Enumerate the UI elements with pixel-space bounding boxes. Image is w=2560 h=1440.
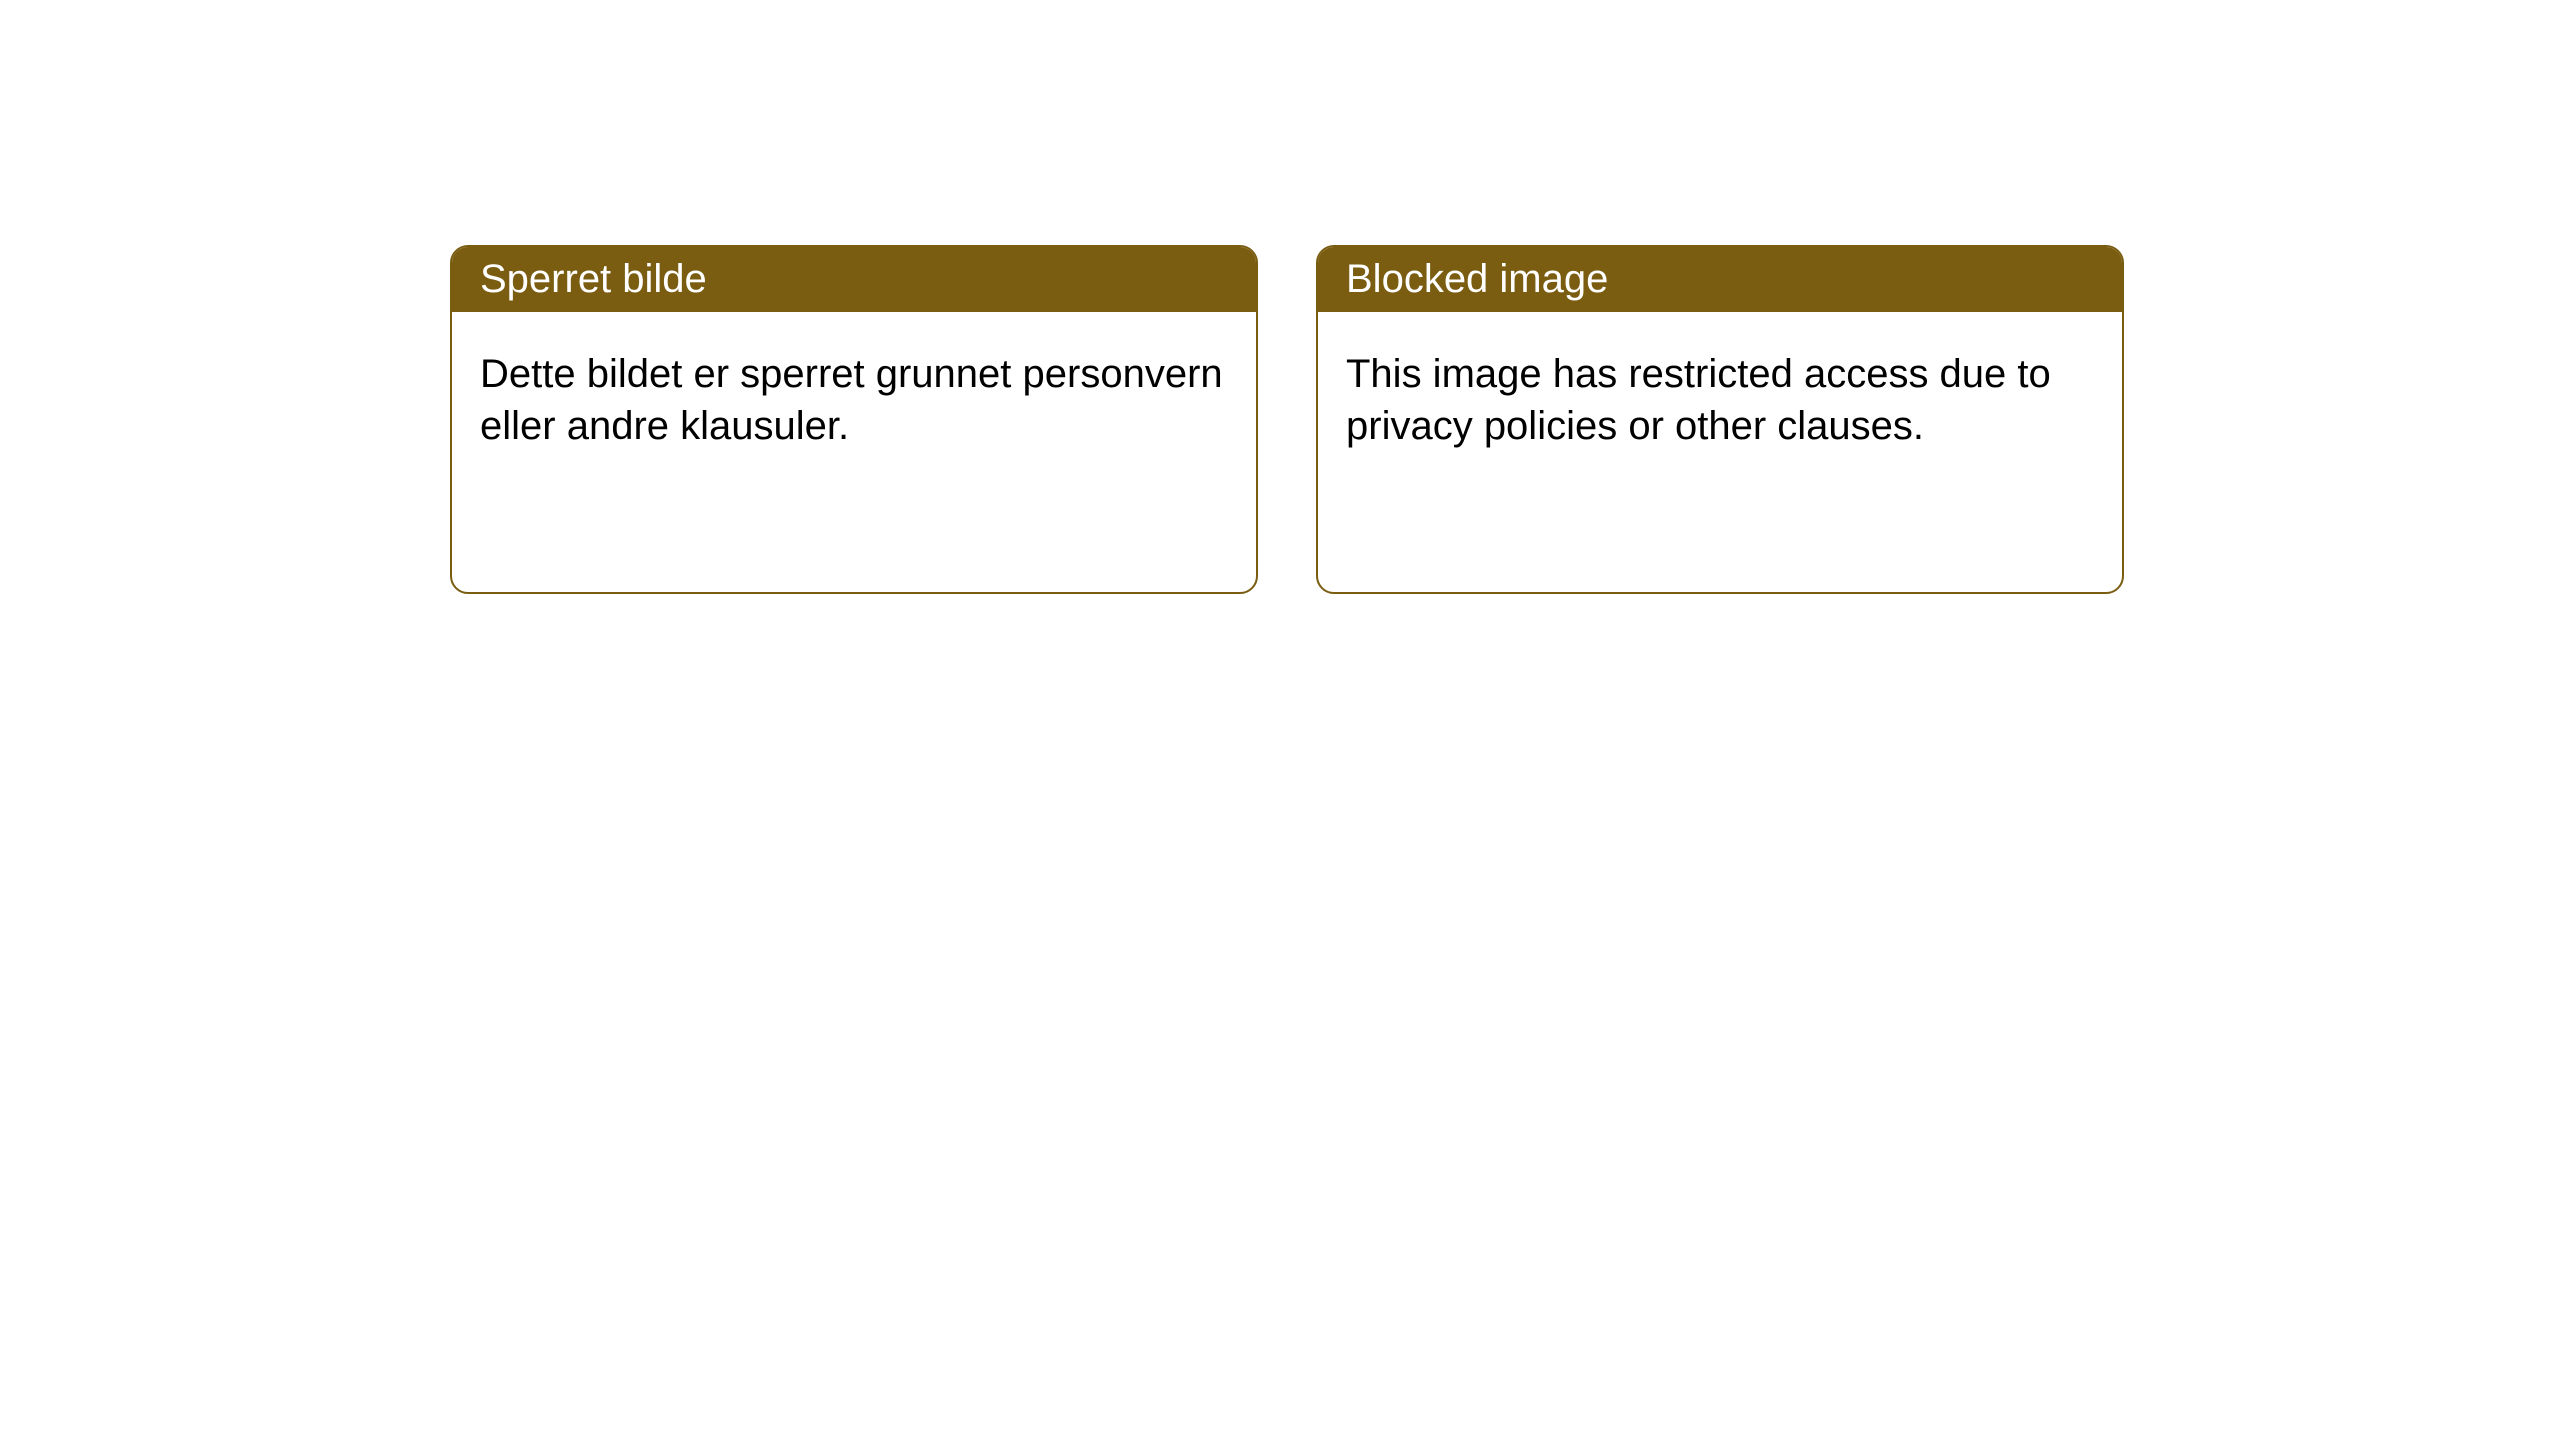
notice-card-english: Blocked image This image has restricted … (1316, 245, 2124, 594)
card-header: Sperret bilde (452, 247, 1256, 312)
notice-container: Sperret bilde Dette bildet er sperret gr… (0, 0, 2560, 594)
card-body-text: Dette bildet er sperret grunnet personve… (480, 352, 1223, 448)
card-body: Dette bildet er sperret grunnet personve… (452, 312, 1256, 592)
card-header: Blocked image (1318, 247, 2122, 312)
notice-card-norwegian: Sperret bilde Dette bildet er sperret gr… (450, 245, 1258, 594)
card-title: Blocked image (1346, 257, 1608, 301)
card-body: This image has restricted access due to … (1318, 312, 2122, 592)
card-body-text: This image has restricted access due to … (1346, 352, 2051, 448)
card-title: Sperret bilde (480, 257, 707, 301)
